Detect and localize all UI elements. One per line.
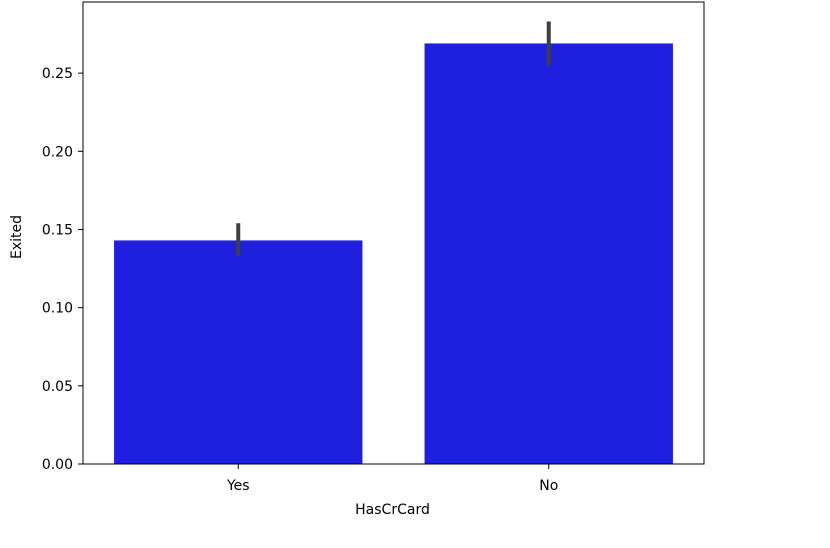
y-axis: 0.00 0.05 0.10 0.15 0.20 0.25 xyxy=(42,66,83,473)
y-tick-label: 0.05 xyxy=(42,379,73,395)
x-tick-label: No xyxy=(539,478,558,494)
y-tick-label: 0.25 xyxy=(42,66,73,82)
bars xyxy=(114,43,673,465)
plot-frame xyxy=(82,1,705,465)
error-bars xyxy=(236,21,551,257)
y-tick-label: 0.00 xyxy=(42,457,73,473)
bar-yes xyxy=(114,240,363,464)
y-tick-label: 0.15 xyxy=(42,222,73,238)
x-axis: Yes No xyxy=(226,464,558,494)
y-tick-label: 0.20 xyxy=(42,144,73,160)
x-tick-label: Yes xyxy=(226,478,250,494)
bar-no xyxy=(424,43,673,465)
x-axis-label: HasCrCard xyxy=(355,502,430,518)
y-axis-label: Exited xyxy=(9,215,25,259)
y-tick-label: 0.10 xyxy=(42,301,73,317)
